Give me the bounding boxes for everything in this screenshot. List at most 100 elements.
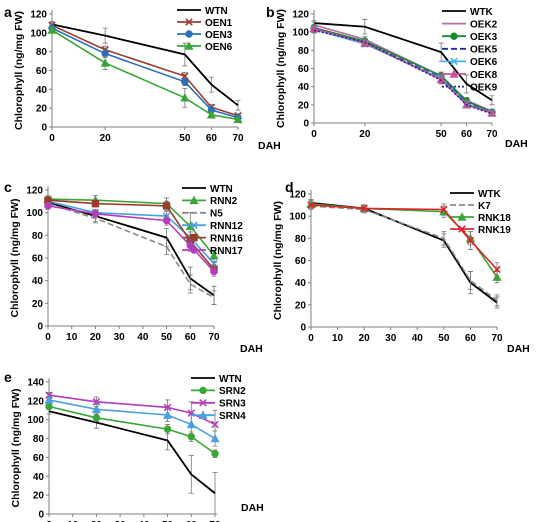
- y-tick-label: 40: [298, 82, 310, 93]
- legend-marker: [185, 30, 193, 38]
- x-tick-label: 0: [311, 129, 317, 140]
- series-RNK19: [307, 201, 501, 277]
- legend-item-OEK9: OEK9: [442, 82, 498, 93]
- y-tick-label: 80: [295, 234, 307, 245]
- legend-label: OEN3: [205, 30, 233, 41]
- y-tick-label: 100: [27, 415, 44, 426]
- data-point-SRN2: [163, 425, 172, 433]
- series-N5: [45, 199, 217, 305]
- x-axis-label: DAH: [240, 343, 263, 355]
- legend-marker: [198, 410, 208, 419]
- y-axis-label: Chlorophyll (ng/mg FW): [10, 389, 22, 508]
- y-axis-label: Chlorophyll (ng/mg FW): [9, 199, 21, 318]
- x-tick-label: 60: [206, 133, 218, 144]
- y-tick-label: 140: [27, 378, 44, 389]
- y-tick-label: 60: [36, 66, 48, 77]
- series-line-WTN: [48, 410, 216, 494]
- legend-marker: [199, 399, 207, 407]
- legend-item-OEN1: OEN1: [177, 18, 233, 29]
- legend-item-WTK: WTK: [450, 189, 502, 200]
- y-tick-label: 120: [30, 10, 47, 21]
- legend-marker: [185, 18, 193, 26]
- panel-d-letter: d: [285, 179, 294, 195]
- legend-item-RNN12: RNN12: [182, 221, 243, 232]
- legend-item-N5: N5: [182, 209, 223, 220]
- data-point-RNN16: [91, 199, 100, 208]
- x-axis-label: DAH: [258, 140, 281, 152]
- y-tick-label: 20: [32, 299, 44, 310]
- y-axis-label: Chlorophyll (ng/mg FW): [275, 9, 287, 128]
- data-point-SRN2: [92, 414, 101, 422]
- series-line-K7: [310, 205, 498, 302]
- x-tick-label: 0: [308, 333, 314, 344]
- legend-label: RNN17: [210, 246, 243, 257]
- y-tick-label: 40: [295, 278, 307, 289]
- legend-item-WTN: WTN: [191, 374, 242, 385]
- legend-item-RNN16: RNN16: [182, 233, 243, 244]
- x-axis-label: DAH: [241, 502, 264, 514]
- y-tick-label: 40: [32, 276, 44, 287]
- legend-marker: [449, 69, 459, 78]
- legend-marker: [458, 225, 466, 233]
- series-line-SRN3: [48, 394, 216, 426]
- y-tick-label: 80: [36, 47, 48, 58]
- y-tick-label: 20: [36, 104, 48, 115]
- data-point-SRN4: [210, 433, 220, 443]
- y-tick-label: 0: [300, 323, 306, 334]
- x-tick-label: 20: [359, 129, 371, 140]
- series-OEN6: [47, 25, 243, 124]
- x-tick-label: 60: [461, 129, 473, 140]
- error-bar-N5: [211, 290, 217, 305]
- legend-marker: [199, 386, 207, 395]
- y-tick-label: 100: [30, 28, 47, 39]
- legend-item-RNK19: RNK19: [450, 225, 511, 236]
- series-K7: [308, 202, 500, 307]
- legend-label: OEK2: [470, 19, 498, 30]
- panel-a: a 0 20 40 60 80 100 120 0 20 50 60 70 Chlorophyll (n…: [4, 4, 281, 152]
- x-tick-label: 50: [436, 129, 448, 140]
- data-point-OEN6: [100, 58, 110, 67]
- series-line-SRN4: [48, 399, 216, 440]
- series-line-WTN: [51, 23, 239, 107]
- y-tick-label: 60: [295, 256, 307, 267]
- legend-marker: [190, 233, 198, 242]
- legend-marker: [450, 32, 458, 40]
- panel-d: d 0 20 40 60 80 100 120 0 10 20 30 40 50 60 70 Chloroph…: [272, 179, 530, 355]
- x-tick-label: 10: [67, 520, 79, 522]
- y-tick-label: 80: [298, 46, 310, 57]
- legend-label: RNK19: [478, 225, 511, 236]
- panel-a-letter: a: [4, 4, 12, 20]
- data-point-OEN6: [233, 114, 243, 124]
- legend-item-OEK6: OEK6: [442, 57, 498, 68]
- y-tick-label: 0: [38, 510, 44, 521]
- series-RNN17: [44, 202, 218, 277]
- y-tick-label: 20: [33, 491, 45, 502]
- legend-item-OEK8: OEK8: [442, 69, 498, 81]
- data-point-RNK19: [466, 236, 475, 245]
- x-tick-label: 20: [100, 133, 112, 144]
- data-point-RNK19: [360, 204, 368, 213]
- legend-item-OEK3: OEK3: [442, 32, 498, 43]
- panel-b: b 0 20 40 60 80 100 120 0 20 50 60 70 Chlorophyll (n…: [266, 4, 528, 150]
- data-point-SRN3: [211, 420, 219, 429]
- legend-label: K7: [478, 201, 491, 212]
- series-OEK9: [311, 27, 495, 117]
- legend-label: SRN4: [219, 411, 246, 422]
- x-tick-label: 70: [491, 333, 503, 344]
- series-line-WTK: [313, 22, 493, 102]
- x-tick-label: 0: [49, 133, 55, 144]
- legend-label: WTN: [210, 184, 233, 195]
- y-tick-label: 120: [27, 396, 44, 407]
- legend-item-SRN4: SRN4: [191, 410, 246, 422]
- legend-marker: [184, 41, 194, 50]
- data-point-OEN6: [180, 93, 190, 102]
- x-tick-label: 40: [137, 332, 149, 343]
- legend-item-SRN2: SRN2: [191, 386, 246, 397]
- x-tick-label: 70: [486, 129, 498, 140]
- data-point-RNN17: [210, 267, 218, 276]
- panel-b-letter: b: [266, 4, 275, 20]
- data-point-SRN3: [92, 398, 101, 406]
- data-point-RNN17: [44, 202, 52, 210]
- y-tick-label: 0: [41, 123, 47, 134]
